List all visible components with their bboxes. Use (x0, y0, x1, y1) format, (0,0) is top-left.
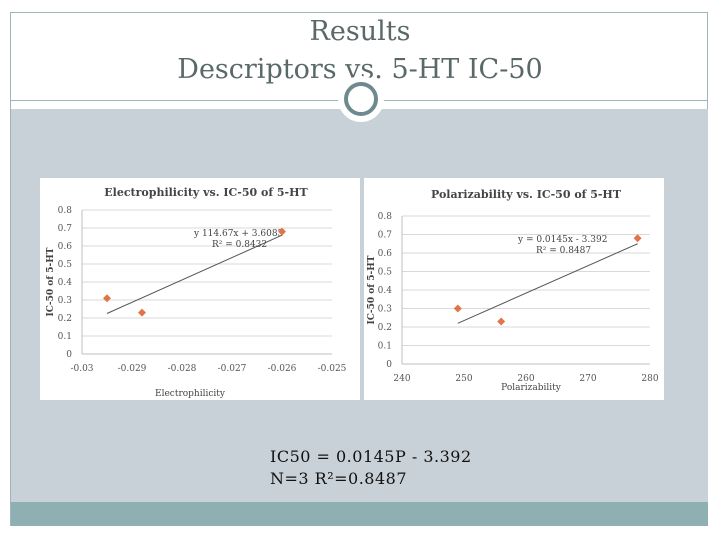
y-tick-label: 0.6 (58, 242, 73, 252)
stats-line: N=3 R²=0.8487 (270, 469, 408, 488)
electrophilicity-chart: Electrophilicity vs. IC-50 of 5-HT 0 0.1 0.… (46, 186, 347, 399)
x-axis-label: Electrophilicity (155, 389, 226, 399)
footer-bar (11, 502, 708, 526)
y-tick-label: 0.5 (58, 260, 73, 270)
x-axis-label: Polarizability (501, 383, 562, 393)
y-axis-label: IC-50 of 5-HT (367, 255, 377, 324)
y-tick-label: 0.5 (378, 268, 393, 278)
x-tick-label: 260 (517, 374, 534, 384)
y-tick-label: 0.1 (58, 332, 72, 342)
y-tick-label: 0 (66, 350, 72, 360)
equation-line: IC50 = 0.0145P - 3.392 (270, 447, 472, 466)
data-point (278, 227, 286, 236)
x-tick-label: -0.027 (218, 364, 247, 374)
slide-title: Results (309, 16, 411, 47)
chart-title: Electrophilicity vs. IC-50 of 5-HT (104, 186, 308, 199)
y-tick-label: 0.1 (378, 342, 392, 352)
ring-ornament-icon (338, 76, 384, 122)
y-tick-label: 0.3 (378, 305, 393, 315)
data-point (453, 304, 462, 313)
y-tick-label: 0.2 (378, 323, 392, 333)
trend-equation: y 114.67x + 3.6083 (193, 229, 284, 239)
data-point (103, 294, 111, 303)
polarizability-chart: Polarizability vs. IC-50 of 5-HT 0 0.1 0.2 0… (367, 188, 659, 393)
chart-title: Polarizability vs. IC-50 of 5-HT (431, 188, 622, 201)
trend-r2: R² = 0.8487 (536, 246, 591, 256)
x-tick-label: -0.025 (318, 364, 347, 374)
x-tick-label: 250 (455, 374, 472, 384)
y-tick-label: 0.8 (378, 212, 393, 222)
data-point (633, 234, 642, 243)
trend-equation: y = 0.0145x - 3.392 (517, 235, 607, 245)
x-tick-label: 240 (393, 374, 410, 384)
data-point (497, 317, 506, 326)
trendline (106, 234, 283, 314)
polarizability-chart-card: Polarizability vs. IC-50 of 5-HT 0 0.1 0.2 0… (364, 178, 664, 400)
y-tick-label: 0.8 (58, 206, 73, 216)
trendline (457, 243, 638, 324)
y-axis-label: IC-50 of 5-HT (46, 247, 56, 316)
electrophilicity-chart-card: Electrophilicity vs. IC-50 of 5-HT 0 0.1 0.… (40, 178, 360, 400)
x-tick-label: 270 (579, 374, 596, 384)
data-point (138, 308, 146, 317)
y-tick-label: 0.6 (378, 249, 393, 259)
y-tick-label: 0.4 (58, 278, 73, 288)
x-tick-label: 280 (641, 374, 658, 384)
y-tick-label: 0.4 (378, 286, 393, 296)
x-tick-label: -0.026 (268, 364, 297, 374)
y-tick-label: 0 (386, 360, 392, 370)
y-tick-label: 0.3 (58, 296, 73, 306)
trend-r2: R² = 0.8432 (212, 240, 267, 250)
x-tick-label: -0.03 (70, 364, 93, 374)
y-tick-label: 0.7 (58, 224, 73, 234)
y-tick-label: 0.2 (58, 314, 72, 324)
x-tick-label: -0.028 (168, 364, 197, 374)
x-tick-label: -0.029 (118, 364, 147, 374)
y-tick-label: 0.7 (378, 231, 393, 241)
